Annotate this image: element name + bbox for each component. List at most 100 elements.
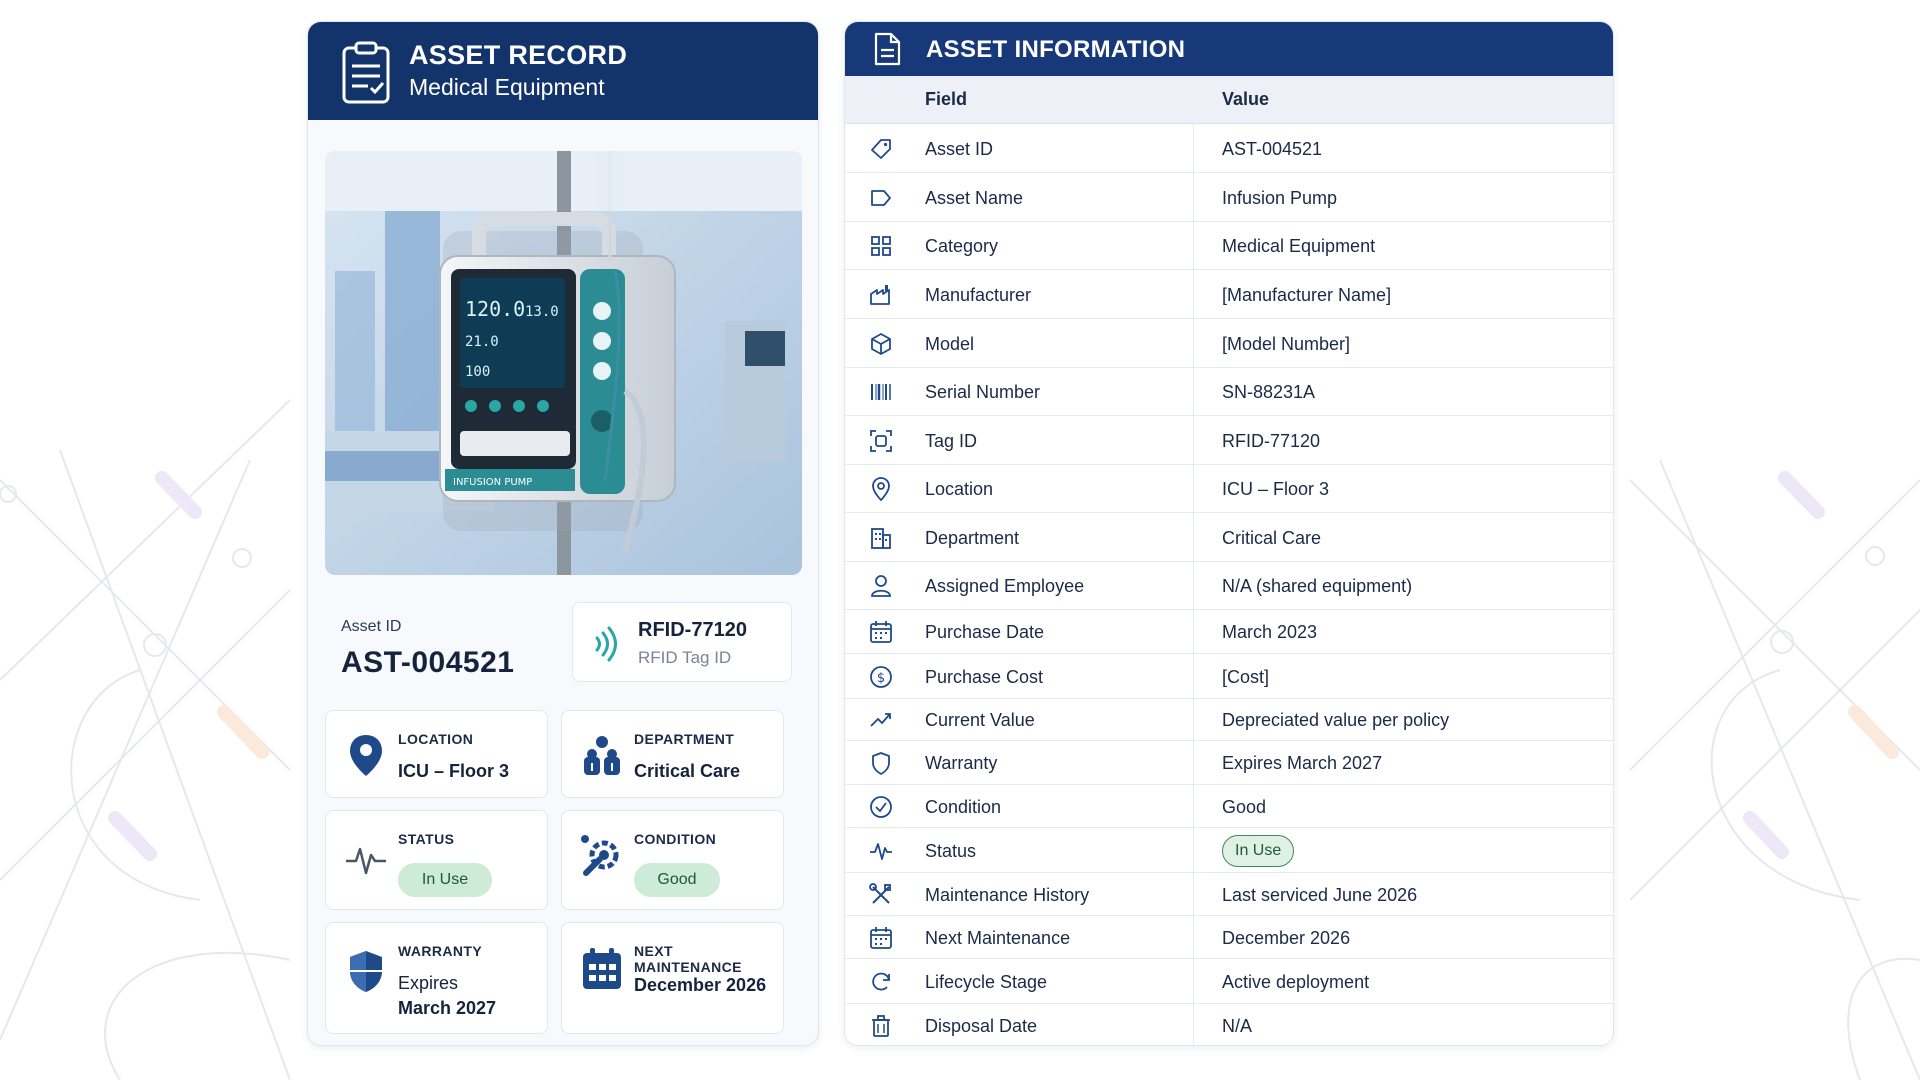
row-field: Department [925,528,1020,548]
map-pin-icon [350,735,382,776]
trend-icon [870,713,891,727]
table-row: Current Value Depreciated value per polic… [845,699,1613,741]
table-row: Tag ID RFID-77120 [845,416,1613,465]
asset-id-block: Asset ID AST-004521 [341,618,514,680]
trash-icon [872,1015,890,1037]
pulse-icon [870,843,892,860]
label-icon [871,190,891,206]
table-row: Asset ID AST-004521 [845,124,1613,173]
table-row: Location ICU – Floor 3 [845,465,1613,513]
row-field: Serial Number [925,382,1041,402]
row-value: N/A (shared equipment) [1222,576,1413,596]
asset-information-table: ASSET INFORMATION Field Value Asset ID AS… [844,21,1614,1046]
column-divider [1193,416,1194,464]
factory-icon [870,285,890,305]
row-value: Depreciated value per policy [1222,710,1450,730]
refresh-icon [872,972,890,991]
warranty-value-line1: Expires [398,973,459,993]
equipment-photo: 120.0 13.0 21.0 100 INFUSION PUMP [325,151,802,575]
warranty-tile: WARRANTY Expires March 2027 [325,922,548,1034]
column-divider [1193,368,1194,415]
record-title: ASSET RECORD [409,40,628,70]
table-row: Asset Name Infusion Pump [845,173,1613,222]
row-field: Asset Name [925,188,1024,208]
asset-id-value: AST-004521 [341,646,515,679]
row-field: Category [925,236,999,256]
svg-text:120.0: 120.0 [465,297,525,321]
column-divider [1193,959,1194,1003]
scan-tag-icon [870,430,892,452]
department-tile: DEPARTMENT Critical Care [561,710,784,798]
row-value: Last serviced June 2026 [1222,885,1418,905]
row-field: Tag ID [925,431,978,451]
info-header: ASSET INFORMATION [845,22,1613,76]
building-icon [871,528,891,549]
status-badge: In Use [1222,835,1295,867]
svg-text:$: $ [877,671,885,686]
table-row: Category Medical Equipment [845,222,1613,270]
column-divider [1193,173,1194,221]
row-field: Condition [925,797,1002,817]
dollar-icon: $ [870,666,892,688]
row-value: SN-88231A [1222,382,1316,402]
row-value: ICU – Floor 3 [1222,479,1330,499]
row-field: Status [925,841,977,861]
calendar-icon [870,621,892,643]
row-field: Manufacturer [925,285,1032,305]
department-label: DEPARTMENT [634,731,735,747]
row-value: Good [1222,797,1267,817]
table-header: Field Value [845,76,1613,124]
clipboard-icon [342,41,390,104]
condition-pill: Good [634,863,720,897]
row-value: RFID-77120 [1222,431,1321,451]
tools-icon [869,883,891,904]
document-icon [874,32,901,66]
table-row: $ Purchase Cost [Cost] [845,654,1613,699]
calendar-icon [870,927,892,949]
row-value: AST-004521 [1222,139,1323,159]
row-field: Warranty [925,753,998,773]
rfid-tag-box: RFID-77120 RFID Tag ID [572,602,792,682]
row-value: N/A [1222,1016,1253,1036]
column-divider [1193,785,1194,827]
row-field: Maintenance History [925,885,1090,905]
column-divider [1193,654,1194,698]
rfid-signal-icon [595,626,617,662]
cube-icon [871,333,891,355]
next-maintenance-value: December 2026 [634,975,767,995]
table-row: Assigned Employee N/A (shared equipment) [845,562,1613,610]
row-value: Expires March 2027 [1222,753,1383,773]
table-row: Serial Number SN-88231A [845,368,1613,416]
table-row: Warranty Expires March 2027 [845,741,1613,785]
column-divider [1193,828,1194,872]
column-header-field: Field [925,89,968,109]
tag-icon [871,139,891,159]
table-row: Purchase Date March 2023 [845,610,1613,654]
condition-label: CONDITION [634,831,717,847]
rfid-value: RFID-77120 [638,619,747,641]
warranty-label: WARRANTY [398,943,483,959]
location-value: ICU – Floor 3 [398,761,510,781]
record-subtitle: Medical Equipment [409,74,605,100]
row-value: Medical Equipment [1222,236,1376,256]
warranty-value-line2: March 2027 [398,998,497,1018]
row-field: Purchase Cost [925,667,1044,687]
column-divider [1193,916,1194,958]
column-divider [1193,513,1194,561]
column-divider [1193,319,1194,367]
status-tile: STATUS In Use [325,810,548,910]
svg-text:100: 100 [465,364,490,380]
department-value: Critical Care [634,761,741,781]
row-value: March 2023 [1222,622,1318,642]
location-tile: LOCATION ICU – Floor 3 [325,710,548,798]
condition-tile: CONDITION Good [561,810,784,910]
row-field: Assigned Employee [925,576,1085,596]
column-divider [1193,873,1194,915]
staff-group-icon [584,736,620,775]
background-pattern-right [1630,459,1920,1080]
warranty-value: Expires March 2027 [398,971,496,1021]
background-pattern-left [0,399,290,1080]
barcode-icon [871,384,891,400]
column-divider [1193,124,1194,172]
wrench-gear-icon [581,835,619,876]
